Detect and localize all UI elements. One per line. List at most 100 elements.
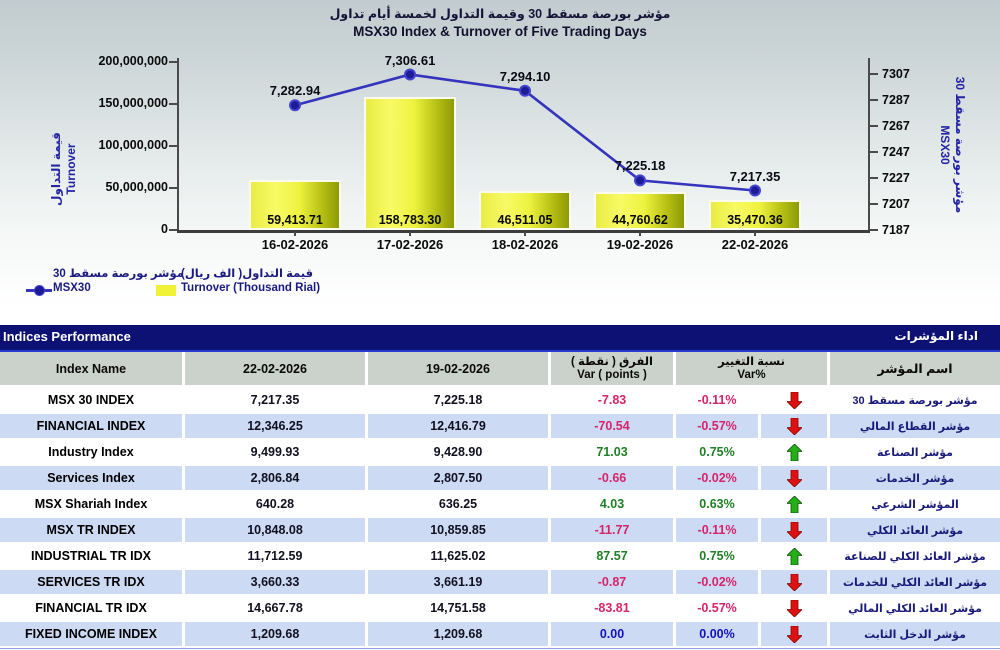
var-points: -0.87 — [551, 570, 673, 594]
right-axis-tick-label: 7287 — [882, 93, 910, 107]
chart-legend: مؤشر بورصة مسقط 30 MSX30 قيمة التداول( ا… — [0, 264, 520, 308]
trend-down-icon — [786, 599, 802, 617]
msx30-dot-icon — [34, 285, 45, 296]
index-name-en: MSX 30 INDEX — [0, 388, 182, 412]
msx30-point-label: 7,282.94 — [269, 83, 321, 99]
trend-arrow-cell — [761, 570, 827, 594]
chart-panel: مؤشر بورصة مسقط 30 وقيمة التداول لخمسة أ… — [0, 0, 1000, 325]
var-points: 71.03 — [551, 440, 673, 464]
index-name-en: FIXED INCOME INDEX — [0, 622, 182, 646]
msx30-point-label: 7,306.61 — [384, 52, 436, 68]
x-axis-tick — [639, 232, 641, 236]
turnover-bar-label: 59,413.71 — [267, 212, 323, 227]
trend-arrow-cell — [761, 622, 827, 646]
index-name-en: Industry Index — [0, 440, 182, 464]
table-row: FINANCIAL INDEX 12,346.25 12,416.79 -70.… — [0, 414, 1000, 438]
legend-msx30-label: مؤشر بورصة مسقط 30 MSX30 — [53, 268, 184, 294]
value-latest: 1,209.68 — [185, 622, 365, 646]
trend-down-icon — [786, 573, 802, 591]
x-axis-date: 19-02-2026 — [606, 237, 674, 252]
right-axis-tick-label: 7267 — [882, 119, 910, 133]
index-name-ar: مؤشر العائد الكلي — [830, 518, 1000, 542]
index-name-ar: مؤشر الخدمات — [830, 466, 1000, 490]
index-name-en: SERVICES TR IDX — [0, 570, 182, 594]
left-y-axis-line — [177, 58, 179, 232]
left-axis-tick — [169, 187, 177, 189]
index-name-ar: مؤشر العائد الكلي للصناعة — [830, 544, 1000, 568]
x-axis-tick — [409, 232, 411, 236]
var-percent: -0.57% — [676, 414, 758, 438]
value-prev: 3,661.19 — [368, 570, 548, 594]
table-row: Industry Index 9,499.93 9,428.90 71.03 0… — [0, 440, 1000, 464]
trend-arrow-cell — [761, 596, 827, 620]
trend-up-icon — [786, 495, 802, 513]
var-percent: -0.02% — [676, 466, 758, 490]
left-axis-tick-label: 150,000,000 — [98, 96, 168, 110]
right-axis-tick-label: 7227 — [882, 171, 910, 185]
col-header-var-percent: نسبة التغيير Var% — [676, 352, 827, 385]
right-axis-tick-label: 7247 — [882, 145, 910, 159]
var-percent: 0.75% — [676, 544, 758, 568]
turnover-bar-label: 158,783.30 — [378, 212, 442, 227]
var-percent: -0.57% — [676, 596, 758, 620]
value-prev: 12,416.79 — [368, 414, 548, 438]
value-latest: 11,712.59 — [185, 544, 365, 568]
col-header-var-points: الفرق ( نقطة ) Var ( points ) — [551, 352, 673, 385]
index-name-ar: مؤشر القطاع المالي — [830, 414, 1000, 438]
trend-arrow-cell — [761, 492, 827, 516]
index-name-ar: مؤشر العائد الكلي للخدمات — [830, 570, 1000, 594]
right-axis-tick — [870, 73, 878, 75]
x-axis-tick — [524, 232, 526, 236]
index-name-ar: مؤشر الصناعة — [830, 440, 1000, 464]
x-axis-date: 17-02-2026 — [376, 237, 444, 252]
turnover-swatch-icon — [156, 285, 176, 296]
turnover-bar: 158,783.30 — [364, 96, 456, 230]
right-axis-tick — [870, 151, 878, 153]
var-percent: 0.00% — [676, 622, 758, 646]
msx30-point-marker — [519, 84, 531, 97]
right-axis-tick-label: 7307 — [882, 67, 910, 81]
right-axis-tick-label: 7207 — [882, 197, 910, 211]
var-percent: -0.11% — [676, 518, 758, 542]
msx30-point-label: 7,294.10 — [499, 68, 551, 84]
var-points: -83.81 — [551, 596, 673, 620]
left-axis-tick-label: 0 — [161, 222, 168, 236]
right-axis-tick — [870, 99, 878, 101]
value-prev: 9,428.90 — [368, 440, 548, 464]
trend-up-icon — [786, 547, 802, 565]
var-points: -70.54 — [551, 414, 673, 438]
x-axis-tick — [294, 232, 296, 236]
index-name-en: MSX Shariah Index — [0, 492, 182, 516]
var-points: 4.03 — [551, 492, 673, 516]
var-percent: 0.75% — [676, 440, 758, 464]
var-points: -0.66 — [551, 466, 673, 490]
x-axis-date: 18-02-2026 — [491, 237, 559, 252]
table-row: MSX 30 INDEX 7,217.35 7,225.18 -7.83 -0.… — [0, 388, 1000, 412]
index-name-ar: مؤشر الدخل الثابت — [830, 622, 1000, 646]
chart-title-english: MSX30 Index & Turnover of Five Trading D… — [353, 24, 647, 39]
indices-performance-title-en: Indices Performance — [3, 329, 131, 344]
msx30-line-marker-icon — [26, 285, 52, 296]
turnover-bar: 35,470.36 — [709, 200, 801, 230]
var-percent: -0.11% — [676, 388, 758, 412]
msx30-point-label: 7,217.35 — [729, 168, 781, 184]
right-y-axis-line — [868, 58, 870, 232]
turnover-bar-label: 35,470.36 — [727, 212, 783, 227]
index-name-en: MSX TR INDEX — [0, 518, 182, 542]
right-axis-tick-label: 7187 — [882, 223, 910, 237]
msx30-point-marker — [634, 174, 646, 187]
value-prev: 11,625.02 — [368, 544, 548, 568]
left-axis-tick-label: 50,000,000 — [105, 180, 168, 194]
right-axis-tick — [870, 203, 878, 205]
x-axis-line — [177, 230, 870, 233]
col-header-index-name-ar: اسم المؤشر — [830, 352, 1000, 385]
index-name-ar: المؤشر الشرعي — [830, 492, 1000, 516]
right-axis-tick — [870, 177, 878, 179]
value-prev: 10,859.85 — [368, 518, 548, 542]
trend-down-icon — [786, 521, 802, 539]
msx30-point-marker — [749, 184, 761, 197]
right-axis-title-arabic: مؤشر بورصة مسقط 30 — [953, 76, 967, 214]
var-points: 87.57 — [551, 544, 673, 568]
value-latest: 2,806.84 — [185, 466, 365, 490]
table-row: INDUSTRIAL TR IDX 11,712.59 11,625.02 87… — [0, 544, 1000, 568]
